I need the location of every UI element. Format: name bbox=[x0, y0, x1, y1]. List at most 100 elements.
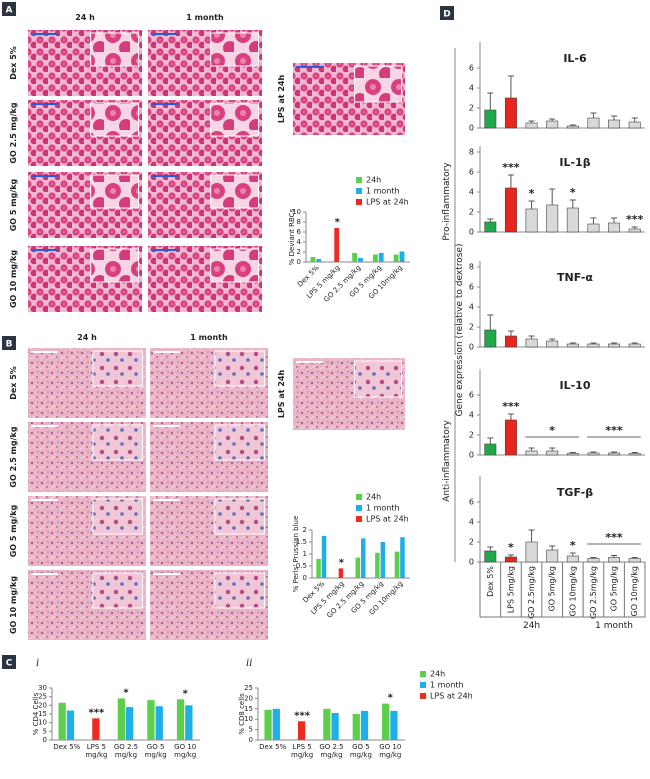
panel-letter: A bbox=[6, 6, 13, 16]
section-label: Pro-inflammatory bbox=[442, 162, 452, 241]
y-tick-label: 10 bbox=[244, 715, 253, 723]
y-tick-label: 4 bbox=[469, 84, 474, 93]
y-tick-label: 5 bbox=[43, 727, 47, 735]
row-label: GO 10 mg/kg bbox=[9, 250, 18, 308]
legend-swatch bbox=[420, 671, 426, 677]
legend-swatch bbox=[420, 682, 426, 688]
significance: * bbox=[508, 541, 514, 554]
panel-title: TGF-β bbox=[557, 486, 593, 499]
bar bbox=[484, 221, 497, 233]
y-axis-label: % CD8 cells bbox=[238, 693, 246, 735]
x-tick-label: GO 5mg/kg bbox=[610, 566, 619, 611]
significance: * bbox=[183, 688, 189, 699]
y-tick-label: 6 bbox=[469, 64, 474, 73]
significance: * bbox=[529, 187, 535, 200]
bar bbox=[390, 710, 398, 740]
inset bbox=[92, 424, 143, 461]
x-tick-label: GO 10mg/kg bbox=[568, 566, 577, 617]
bar bbox=[504, 419, 517, 456]
inset bbox=[90, 248, 140, 283]
bar bbox=[92, 718, 100, 740]
x-tick-label: LPS 5mg/kg bbox=[506, 566, 515, 613]
bar bbox=[504, 556, 517, 563]
bar bbox=[628, 343, 641, 348]
bar bbox=[608, 119, 621, 129]
row-label: GO 10 mg/kg bbox=[9, 576, 18, 634]
significance: *** bbox=[605, 531, 623, 544]
panel-letter-box bbox=[2, 336, 16, 350]
column-label: 24 h bbox=[75, 13, 95, 22]
y-tick-label: 0 bbox=[469, 124, 474, 133]
y-tick-label: 4 bbox=[469, 518, 474, 527]
bar bbox=[525, 122, 538, 129]
bar bbox=[394, 551, 400, 578]
bar bbox=[504, 335, 517, 348]
y-tick-label: 5 bbox=[249, 726, 253, 734]
bar bbox=[316, 259, 322, 262]
bar bbox=[310, 257, 316, 262]
y-tick-label: 20 bbox=[38, 701, 47, 709]
bar bbox=[334, 228, 340, 262]
y-tick-label: 6 bbox=[469, 283, 474, 292]
bar bbox=[546, 549, 559, 563]
legend-swatch bbox=[356, 494, 362, 500]
y-tick-label: 2 bbox=[469, 208, 474, 217]
significance: * bbox=[123, 687, 129, 698]
bar bbox=[504, 187, 517, 233]
inset bbox=[210, 102, 260, 137]
y-tick-label: 4 bbox=[469, 188, 474, 197]
bar bbox=[117, 698, 125, 740]
y-tick-label: 2 bbox=[469, 431, 474, 440]
row-label: GO 2.5 mg/kg bbox=[9, 102, 18, 163]
y-tick-label: 4 bbox=[469, 411, 474, 420]
bar bbox=[176, 699, 185, 740]
significance: *** bbox=[605, 424, 623, 437]
y-axis-label: % Deviant RBCs bbox=[288, 208, 296, 265]
x-tick-label: LPS 5 mg/kg bbox=[85, 743, 108, 759]
group-label: 1 month bbox=[595, 621, 633, 631]
panel-title: IL-1β bbox=[559, 156, 590, 169]
bar bbox=[352, 714, 360, 740]
bar bbox=[546, 450, 559, 456]
y-tick-label: 10 bbox=[38, 719, 47, 727]
significance: *** bbox=[89, 707, 105, 718]
significance: * bbox=[549, 424, 555, 437]
significance: *** bbox=[502, 161, 520, 174]
panel-title: IL-6 bbox=[563, 52, 587, 65]
y-axis-label: Gene expression (relative to dextrose) bbox=[455, 244, 465, 417]
legend-swatch bbox=[356, 199, 362, 205]
y-tick-label: 0 bbox=[249, 736, 253, 744]
significance: *** bbox=[626, 213, 644, 226]
y-tick-label: 20 bbox=[244, 694, 253, 702]
inset-label: LPS at 24h bbox=[277, 370, 286, 419]
y-tick-label: 30 bbox=[38, 684, 47, 692]
y-tick-label: 15 bbox=[38, 710, 47, 718]
bar bbox=[331, 712, 339, 740]
legend-swatch bbox=[356, 505, 362, 511]
inset bbox=[354, 360, 403, 398]
legend-label: 1 month bbox=[366, 504, 400, 513]
bar bbox=[608, 557, 621, 563]
panel-letter: D bbox=[443, 10, 450, 20]
bar bbox=[525, 338, 538, 348]
bar bbox=[316, 558, 321, 578]
y-tick-label: 0 bbox=[469, 343, 474, 352]
y-tick-label: 0 bbox=[469, 451, 474, 460]
bar bbox=[587, 117, 600, 129]
bar bbox=[372, 254, 378, 262]
bar bbox=[155, 706, 163, 740]
x-tick-label: GO 10mg/kg bbox=[630, 566, 639, 617]
y-tick-label: 2 bbox=[469, 104, 474, 113]
legend-swatch bbox=[356, 516, 362, 522]
bar bbox=[587, 452, 600, 456]
x-tick-label: Dex 5% bbox=[486, 566, 495, 597]
panel-letter-box bbox=[2, 655, 16, 669]
bar bbox=[66, 710, 75, 740]
y-tick-label: 2 bbox=[469, 323, 474, 332]
bar bbox=[546, 340, 559, 348]
bar bbox=[393, 254, 399, 262]
bar bbox=[361, 538, 366, 578]
bar bbox=[378, 253, 384, 262]
significance: * bbox=[339, 557, 345, 568]
